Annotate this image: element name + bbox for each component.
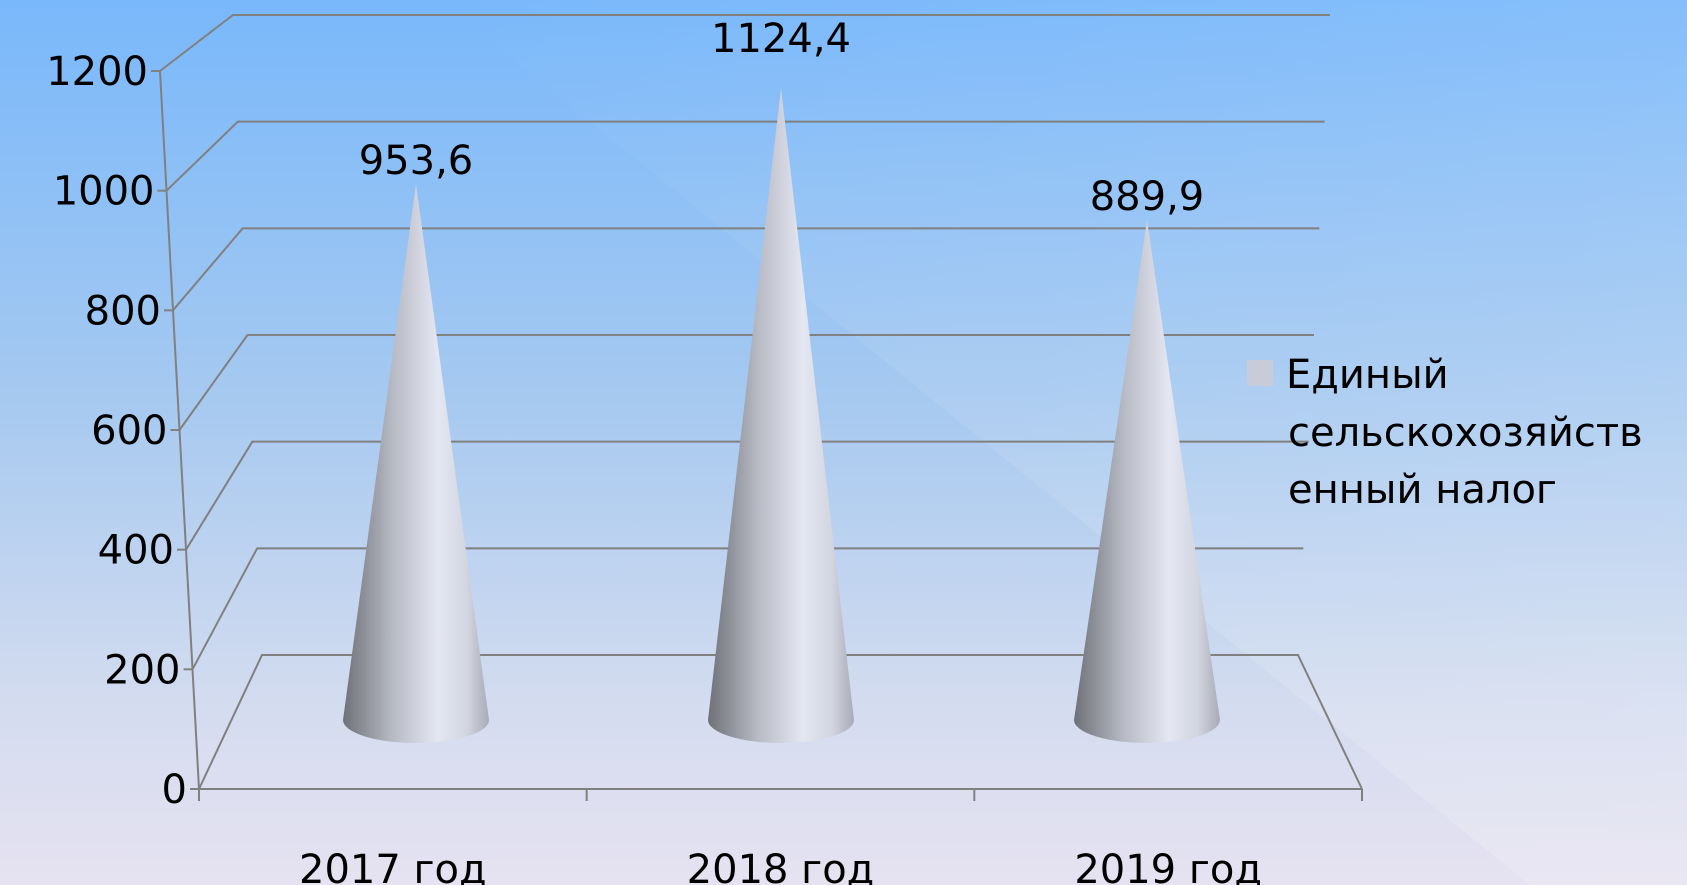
category-label: 2017 год	[299, 847, 487, 885]
cone-body	[1074, 219, 1220, 743]
legend-swatch	[1247, 360, 1273, 386]
gridline	[159, 14, 1330, 72]
gridline	[172, 227, 1320, 311]
y-tick-label: 800	[85, 288, 161, 334]
cone-body	[708, 88, 854, 743]
legend-line-2: сельскохозяйств	[1288, 410, 1643, 456]
legend-line-1: Единый	[1286, 352, 1449, 398]
legend: Единый сельскохозяйств енный налог	[1247, 352, 1643, 513]
data-label: 953,6	[359, 138, 474, 184]
y-tick-label: 1200	[46, 49, 148, 95]
cone-2	[708, 88, 854, 743]
legend-line-3: енный налог	[1288, 467, 1557, 513]
category-label: 2018 год	[687, 847, 875, 885]
gridlines	[159, 14, 1363, 790]
y-axis	[159, 70, 200, 790]
axes	[151, 70, 1363, 801]
y-tick-label: 600	[91, 408, 167, 454]
y-tick-label: 0	[162, 767, 187, 813]
data-label: 1124,4	[711, 16, 851, 62]
y-tick-label: 1000	[53, 169, 155, 215]
gridline	[165, 120, 1325, 192]
gridline	[185, 440, 1309, 551]
category-labels: 2017 год 2018 год 2019 год	[299, 847, 1262, 885]
cone-body	[343, 184, 489, 743]
data-label: 889,9	[1090, 174, 1205, 220]
cone-1	[343, 184, 489, 743]
cone-3	[1074, 219, 1220, 743]
gridline	[191, 547, 1304, 670]
y-tick-label: 200	[104, 647, 180, 693]
y-tick-labels: 0 200 400 600 800 1000 1200	[46, 49, 187, 813]
category-label: 2019 год	[1074, 847, 1262, 885]
gridline	[178, 334, 1314, 431]
data-labels: 953,6 1124,4 889,9	[359, 16, 1205, 220]
y-tick-label: 400	[98, 528, 174, 574]
cones	[343, 88, 1220, 743]
